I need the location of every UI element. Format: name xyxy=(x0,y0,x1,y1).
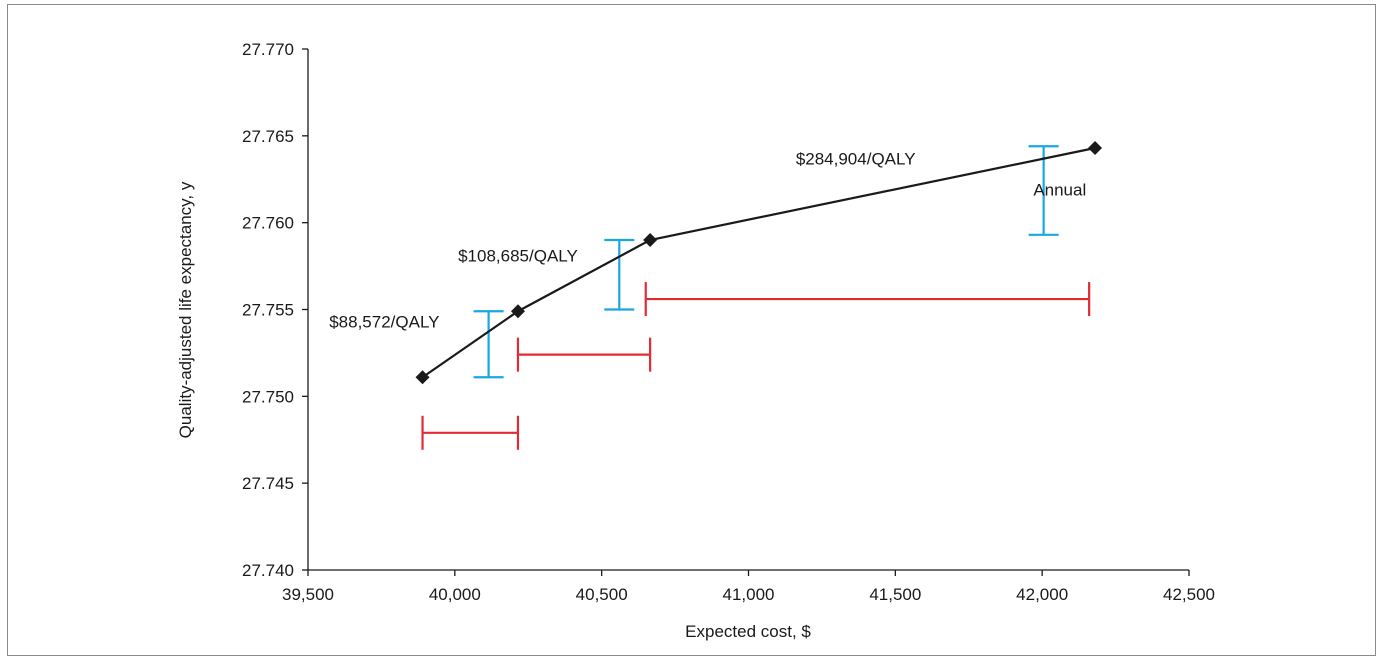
annotation-label: $108,685/QALY xyxy=(458,247,578,266)
data-point xyxy=(1088,140,1103,155)
x-tick-label: 42,000 xyxy=(1016,585,1068,604)
x-axis-title: Expected cost, $ xyxy=(685,622,811,641)
x-tick-label: 41,000 xyxy=(723,585,775,604)
series-line xyxy=(421,146,1096,379)
x-tick-label: 39,500 xyxy=(282,585,334,604)
annotation-label: $88,572/QALY xyxy=(329,313,439,332)
y-tick-label: 27.755 xyxy=(242,301,294,320)
qaly-range-bar xyxy=(604,238,635,311)
x-tick-label: 40,500 xyxy=(576,585,628,604)
x-tick-label: 41,500 xyxy=(869,585,921,604)
y-tick-label: 27.745 xyxy=(242,474,294,493)
y-tick-label: 27.740 xyxy=(242,561,294,580)
annotation-label: $284,904/QALY xyxy=(796,149,916,168)
data-point xyxy=(643,233,658,248)
y-axis-title: Quality-adjusted life expectancy, y xyxy=(176,181,195,438)
cost-range-bar xyxy=(644,282,1091,317)
y-tick-label: 27.770 xyxy=(242,40,294,59)
cost-range-bar xyxy=(421,415,520,450)
x-tick-label: 42,500 xyxy=(1163,585,1215,604)
y-tick-label: 27.760 xyxy=(242,214,294,233)
y-tick-label: 27.765 xyxy=(242,127,294,146)
y-tick-label: 27.750 xyxy=(242,387,294,406)
cost-range-bar xyxy=(516,337,652,372)
data-point xyxy=(510,304,525,319)
annotation-label: Annual xyxy=(1033,181,1086,200)
x-tick-label: 40,000 xyxy=(429,585,481,604)
qaly-range-bar xyxy=(473,310,504,379)
chart-canvas: 27.740 27.745 27.750 27.755 27.760 27.765 27.7… xyxy=(176,40,1215,641)
qaly-range-bar xyxy=(1028,145,1059,236)
data-point xyxy=(415,370,430,385)
chart-frame: 27.740 27.745 27.750 27.755 27.760 27.765 27.7… xyxy=(7,4,1376,656)
